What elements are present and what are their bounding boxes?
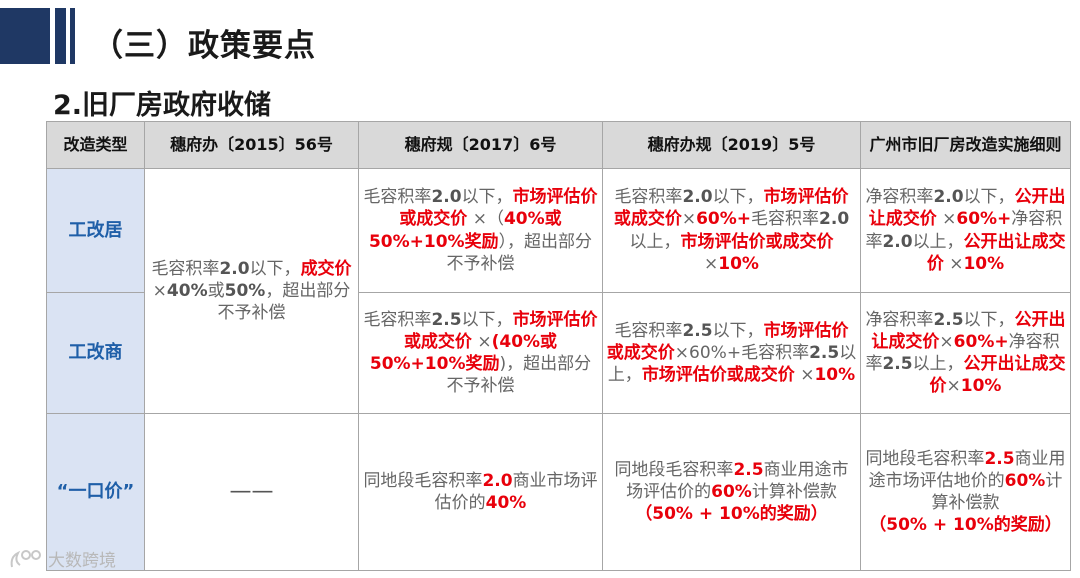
table-header-row: 改造类型 穗府办〔2015〕56号 穗府规〔2017〕6号 穗府办规〔2019〕… xyxy=(46,121,1071,169)
emphasis-text: 市场评估价或成交价 xyxy=(641,365,795,386)
title-accent-bar xyxy=(55,8,66,64)
bold-number: 2.0 xyxy=(219,258,250,279)
emphasis-text: （50% + 10%的奖励） xyxy=(869,515,1062,536)
emphasis-text: 市场评估价或成交价 xyxy=(403,309,598,352)
slide-subtitle: 2.旧厂房政府收储 xyxy=(53,90,272,121)
cell-2017: 毛容积率2.5以下，市场评估价或成交价 ×(40%或50%+10%奖励)，超出部… xyxy=(358,292,603,414)
cell-2019: 毛容积率2.5以下，市场评估价或成交价×60%+毛容积率2.5以上，市场评估价或… xyxy=(602,292,861,414)
emphasis-text: 市场评估价或成交价 xyxy=(606,320,849,363)
emphasis-text: 60%+ xyxy=(696,209,752,230)
cell-2015-dash: —— xyxy=(144,413,359,571)
emphasis-text: 公开出让成交价 xyxy=(929,354,1066,397)
emphasis-text: 公开出让成交价 xyxy=(871,309,1066,352)
emphasis-text: 40% xyxy=(485,493,527,513)
header-2019: 穗府办规〔2019〕5号 xyxy=(602,121,861,169)
emphasis-text: 60% xyxy=(1004,470,1046,491)
cell-rules: 净容积率2.5以下，公开出让成交价×60%+净容积率2.5以上，公开出让成交价×… xyxy=(860,292,1071,414)
row-type-label: 工改商 xyxy=(46,292,145,414)
bold-number: 2.0 xyxy=(882,231,913,252)
policy-table: 改造类型 穗府办〔2015〕56号 穗府规〔2017〕6号 穗府办规〔2019〕… xyxy=(46,121,1071,571)
cell-rules: 同地段毛容积率2.5商业用途市场评估地价的60%计算补偿款 （50% + 10%的… xyxy=(860,413,1071,571)
section-title: （三）政策要点 xyxy=(92,28,316,64)
emphasis-text: 10% xyxy=(963,253,1005,274)
bold-number: 2.5 xyxy=(682,320,713,341)
table-row: 工改商 毛容积率2.5以下，市场评估价或成交价 ×(40%或50%+10%奖励)… xyxy=(46,292,1071,414)
bold-number: 50% xyxy=(224,280,266,301)
emphasis-text: (40%或50%+10%奖励 xyxy=(369,331,558,374)
title-accent-bar xyxy=(70,8,75,64)
table-row: “一口价” —— 同地段毛容积率2.0商业市场评估价的40% 同地段毛容积率2.… xyxy=(46,413,1071,571)
bold-number: 2.0 xyxy=(431,187,462,208)
emphasis-text: 2.5 xyxy=(733,459,764,480)
bold-number: 2.0 xyxy=(819,209,850,230)
emphasis-text: 公开出让成交价 xyxy=(868,187,1066,230)
emphasis-text: 公开出让成交价 xyxy=(926,231,1066,274)
row-type-label: 工改居 xyxy=(46,168,145,293)
emphasis-text: 市场评估价或成交价 xyxy=(680,231,834,252)
cell-2017: 同地段毛容积率2.0商业市场评估价的40% xyxy=(358,413,603,571)
emphasis-text: 40%或50%+10%奖励 xyxy=(368,209,562,252)
row-type-label: “一口价” xyxy=(46,413,145,571)
header-type: 改造类型 xyxy=(46,121,145,169)
cell-2017: 毛容积率2.0以下，市场评估价或成交价 ×（40%或50%+10%奖励），超出部… xyxy=(358,168,603,293)
header-2015: 穗府办〔2015〕56号 xyxy=(144,121,359,169)
emphasis-text: 市场评估价或成交价 xyxy=(613,187,849,230)
bold-number: 2.5 xyxy=(809,342,840,363)
emphasis-text: 10% xyxy=(960,376,1002,397)
watermark: 大数跨境 xyxy=(8,546,116,571)
bold-number: 2.0 xyxy=(933,187,964,208)
bold-number: 2.5 xyxy=(431,309,462,330)
watermark-text: 大数跨境 xyxy=(48,551,116,571)
header-rules: 广州市旧厂房改造实施细则 xyxy=(860,121,1071,169)
emphasis-text: 60%+ xyxy=(956,209,1012,230)
emphasis-text: 成交价 xyxy=(300,258,352,279)
table-row: 工改居 毛容积率2.0以下，成交价 ×40%或50%，超出部分不予补偿 毛容积率… xyxy=(46,168,1071,414)
cell-2019: 同地段毛容积率2.5商业用途市场评估价的60%计算补偿款 （50% + 10%的奖… xyxy=(602,413,861,571)
emphasis-text: 2.5 xyxy=(984,448,1015,469)
emphasis-text: 10% xyxy=(814,365,856,386)
emphasis-text: 市场评估价或成交价 xyxy=(399,187,598,230)
bold-number: 2.5 xyxy=(882,354,913,374)
cell-2019: 毛容积率2.0以下，市场评估价或成交价×60%+毛容积率2.0以上，市场评估价或… xyxy=(602,168,861,293)
header-2017: 穗府规〔2017〕6号 xyxy=(358,121,603,169)
emphasis-text: 10% xyxy=(718,253,759,274)
bold-number: 40% xyxy=(166,280,208,301)
cell-2015-merged: 毛容积率2.0以下，成交价 ×40%或50%，超出部分不予补偿 xyxy=(144,168,359,414)
emphasis-text: 60% xyxy=(711,481,752,502)
emphasis-text: （50% + 10%的奖励） xyxy=(635,504,828,525)
logo-icon xyxy=(10,549,41,567)
cell-rules: 净容积率2.0以下，公开出让成交价 ×60%+净容积率2.0以上，公开出让成交价… xyxy=(860,168,1071,293)
emphasis-text: 60%+ xyxy=(953,331,1009,352)
bold-number: 2.5 xyxy=(933,309,964,330)
title-accent-bar xyxy=(0,8,50,64)
bold-number: 2.0 xyxy=(682,187,713,208)
emphasis-text: 2.0 xyxy=(482,470,513,491)
